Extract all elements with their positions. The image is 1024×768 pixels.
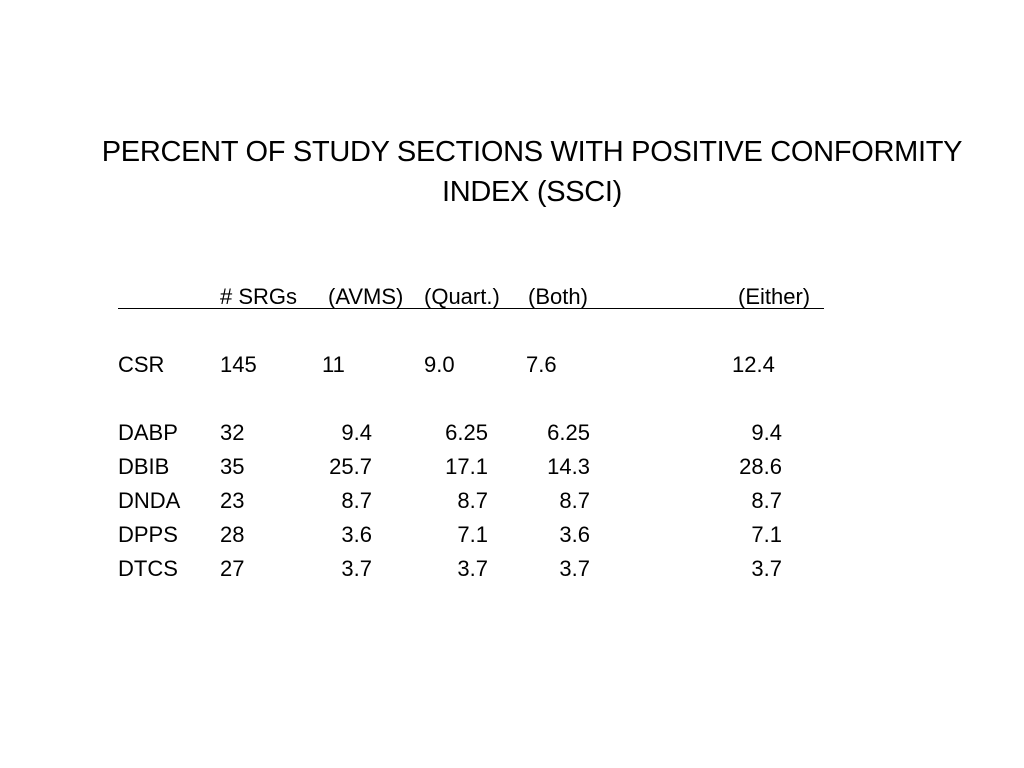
header-avms: (AVMS) — [328, 284, 404, 309]
cell-either: 12.4 — [732, 352, 775, 377]
cell-both: 14.3 — [547, 454, 590, 479]
cell-avms: 11 — [322, 352, 345, 377]
cell-avms: 8.7 — [341, 488, 372, 513]
cell-both: 3.7 — [559, 556, 590, 581]
cell-quart: 3.7 — [457, 556, 488, 581]
row-label: DBIB — [118, 454, 170, 479]
header-both: (Both) — [528, 284, 588, 309]
row-label: DNDA — [118, 488, 181, 513]
cell-either: 28.6 — [739, 454, 782, 479]
cell-both: 8.7 — [559, 488, 590, 513]
header-underline — [118, 308, 824, 309]
row-label: CSR — [118, 352, 165, 377]
cell-either: 7.1 — [751, 522, 782, 547]
cell-quart: 17.1 — [445, 454, 488, 479]
cell-srgs: 28 — [220, 522, 245, 547]
cell-avms: 25.7 — [329, 454, 372, 479]
cell-both: 6.25 — [547, 420, 590, 445]
cell-srgs: 27 — [220, 556, 245, 581]
cell-avms: 3.6 — [341, 522, 372, 547]
cell-quart: 9.0 — [424, 352, 455, 377]
cell-quart: 6.25 — [445, 420, 488, 445]
header-quart: (Quart.) — [424, 284, 500, 309]
cell-both: 7.6 — [526, 352, 557, 377]
row-label: DABP — [118, 420, 178, 445]
row-label: DTCS — [118, 556, 178, 581]
title-line-1: PERCENT OF STUDY SECTIONS WITH POSITIVE … — [101, 136, 963, 168]
title-line-2: INDEX (SSCI) — [441, 176, 623, 208]
cell-avms: 3.7 — [341, 556, 372, 581]
header-srgs: # SRGs — [220, 284, 298, 309]
cell-avms: 9.4 — [341, 420, 372, 445]
cell-srgs: 145 — [220, 352, 257, 377]
cell-either: 3.7 — [751, 556, 782, 581]
cell-srgs: 32 — [220, 420, 245, 445]
cell-either: 9.4 — [751, 420, 782, 445]
cell-quart: 7.1 — [457, 522, 488, 547]
cell-both: 3.6 — [559, 522, 590, 547]
slide-title: PERCENT OF STUDY SECTIONS WITH POSITIVE … — [80, 132, 984, 212]
cell-srgs: 23 — [220, 488, 245, 513]
cell-either: 8.7 — [751, 488, 782, 513]
header-either: (Either) — [738, 284, 811, 309]
row-label: DPPS — [118, 522, 178, 547]
cell-srgs: 35 — [220, 454, 245, 479]
cell-quart: 8.7 — [457, 488, 488, 513]
